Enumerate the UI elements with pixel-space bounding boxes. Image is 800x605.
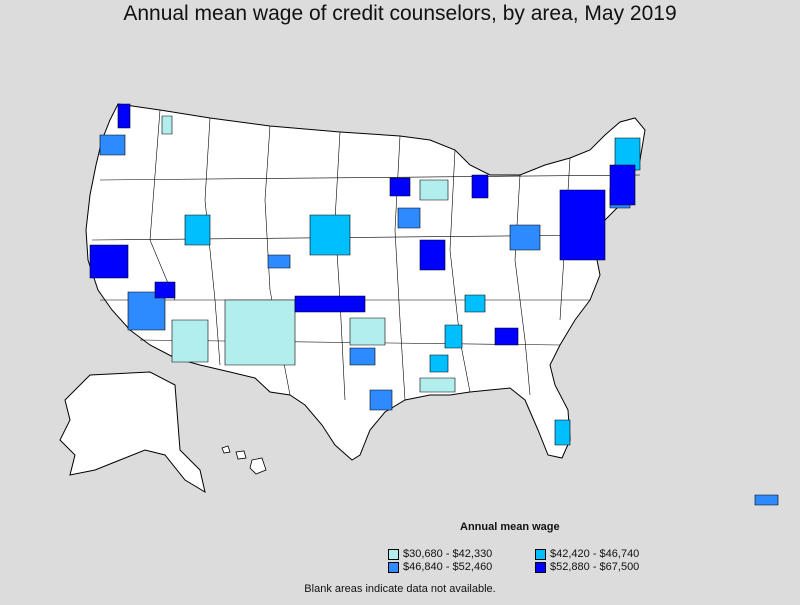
legend-swatch [535, 561, 546, 573]
regions-tier-1 [161, 115, 456, 393]
legend-label: $30,680 - $42,330 [403, 548, 493, 560]
regions-tier-2 [184, 137, 641, 446]
legend-swatch [388, 548, 399, 560]
legend-label: $52,880 - $67,500 [550, 561, 640, 573]
legend-item-3: $46,840 - $52,460 [388, 561, 492, 573]
legend-item-4: $52,880 - $67,500 [535, 561, 639, 573]
alaska-shape [59, 371, 206, 494]
footnote: Blank areas indicate data not available. [304, 583, 496, 595]
legend-label: $42,420 - $46,740 [550, 548, 640, 560]
continental-us-shape [85, 103, 646, 461]
legend-item-2: $42,420 - $46,740 [535, 548, 639, 560]
legend-swatch [388, 561, 399, 573]
hawaii-shape [221, 445, 267, 475]
legend-item-1: $30,680 - $42,330 [388, 548, 492, 560]
legend-label: $46,840 - $52,460 [403, 561, 493, 573]
legend-title: Annual mean wage [460, 521, 560, 533]
regions-tier-4 [89, 103, 636, 346]
legend-swatch [535, 548, 546, 560]
map-title: Annual mean wage of credit counselors, b… [123, 2, 677, 25]
